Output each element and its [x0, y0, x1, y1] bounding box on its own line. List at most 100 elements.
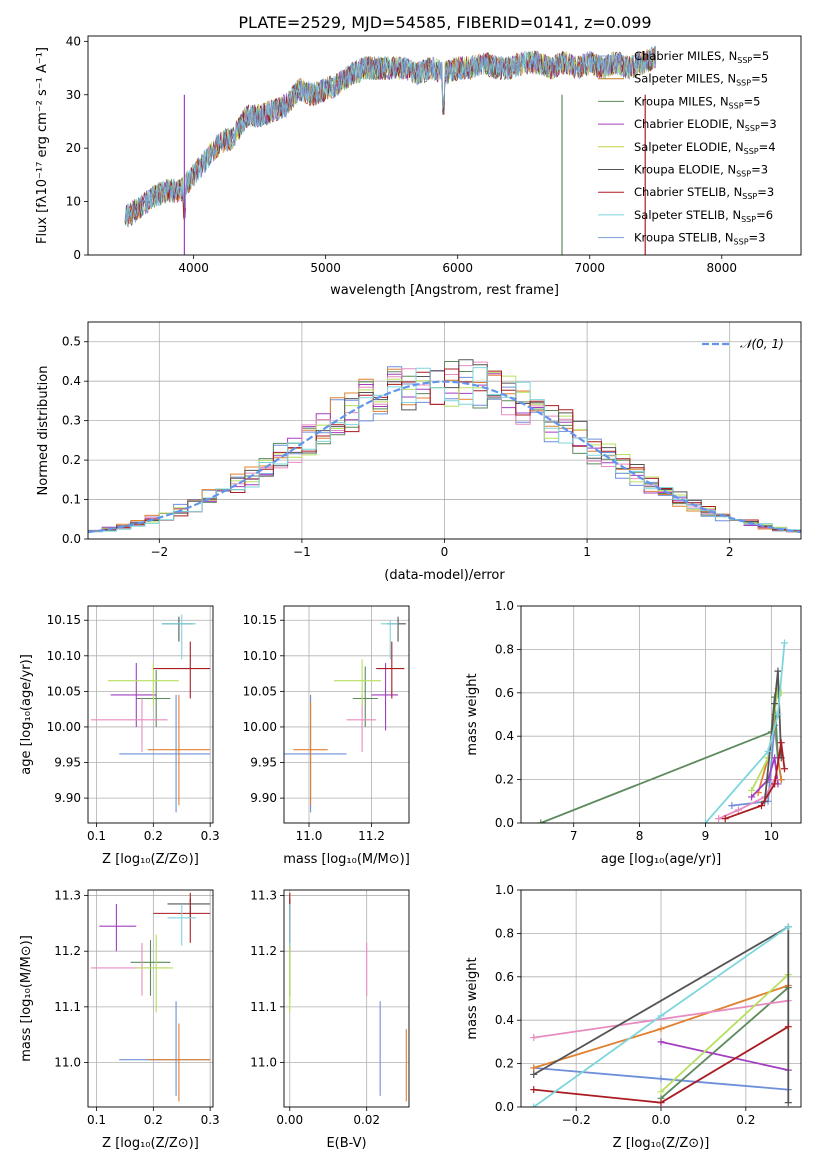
y-tick-label: 0.8: [495, 642, 514, 656]
y-tick-label: 11.1: [54, 1000, 81, 1014]
spectrum-line-4: [124, 50, 657, 224]
y-tick-label: 10.15: [47, 613, 81, 627]
y-tick-label: 11.0: [54, 1055, 81, 1069]
x-axis-label: wavelength [Angstrom, rest frame]: [330, 283, 559, 298]
plot-area: [289, 892, 407, 1102]
y-tick-label: 11.2: [54, 944, 81, 958]
weight-marker: [784, 1023, 792, 1031]
legend-entry-8: Salpeter STELIB, NSSP=6: [634, 208, 773, 224]
y-tick-label: 9.95: [250, 756, 277, 770]
y-tick-label: 0.0: [495, 816, 514, 830]
weight-line-9: [704, 642, 786, 823]
axes-frame: [87, 889, 214, 1108]
weight-line-8: [724, 742, 786, 820]
weight-marker: [734, 806, 742, 814]
plot-area: [124, 45, 657, 255]
axes-frame: [283, 605, 410, 824]
y-tick-label: 0.0: [62, 532, 81, 546]
y-tick-label: 40: [66, 34, 81, 48]
y-tick-label: 10.05: [243, 684, 277, 698]
x-tick-label: 1: [583, 545, 591, 559]
plot-area: [90, 614, 211, 813]
weight-marker: [530, 1064, 538, 1072]
x-tick-label: 2: [726, 545, 734, 559]
x-tick-label: 0.00: [276, 1113, 303, 1127]
plot-area: [284, 616, 406, 813]
weight-marker: [777, 776, 785, 784]
x-tick-label: 0.3: [201, 1113, 220, 1127]
weight-marker: [784, 1099, 792, 1107]
legend-entry-9: Kroupa STELIB, NSSP=3: [634, 231, 765, 247]
y-tick-label: 0.2: [495, 773, 514, 787]
weight-marker: [721, 815, 729, 823]
x-tick-label: −0.2: [562, 1113, 591, 1127]
weight-marker: [771, 780, 779, 788]
x-tick-label: 0.1: [87, 829, 106, 843]
mass-vs-metallicity-panel: 0.1 0.2 0.3 11.0 11.1 11.2 11.3 Z [log₁₀(Z/Z⊙)]…: [19, 889, 220, 1151]
x-tick-label: 11.2: [358, 829, 385, 843]
legend-entry-1: Chabrier MILES, NSSP=5: [634, 49, 769, 65]
weight-marker: [657, 1038, 665, 1046]
legend-entry-5: Salpeter ELODIE, NSSP=4: [634, 140, 776, 156]
x-axis-label: mass [log₁₀(M/M⊙)]: [283, 852, 410, 867]
weight-marker: [771, 754, 779, 762]
y-tick-label: 0.0: [495, 1100, 514, 1114]
x-tick-label: −1: [293, 545, 311, 559]
axes-frame: [87, 35, 802, 256]
y-tick-label: 20: [66, 141, 81, 155]
weight-marker: [701, 819, 709, 823]
y-tick-label: 0.8: [495, 926, 514, 940]
x-tick-label: 5000: [310, 261, 341, 275]
y-tick-label: 1.0: [495, 883, 514, 897]
x-tick-label: 7: [570, 829, 578, 843]
weight-marker: [757, 802, 765, 810]
y-tick-label: 9.90: [54, 791, 81, 805]
x-tick-label: 0.2: [736, 1113, 755, 1127]
weight-marker: [657, 1088, 665, 1096]
y-tick-label: 10.00: [47, 720, 81, 734]
y-tick-label: 1.0: [495, 599, 514, 613]
weight-marker: [530, 1070, 538, 1078]
x-tick-label: 10: [764, 829, 779, 843]
x-axis-label: Z [log₁₀(Z/Z⊙)]: [102, 852, 199, 867]
weight-marker: [777, 739, 785, 747]
y-tick-label: 10.00: [243, 720, 277, 734]
legend-entry-4: Chabrier ELODIE, NSSP=3: [634, 117, 777, 133]
axes-frame: [87, 321, 802, 540]
x-tick-label: 8: [636, 829, 644, 843]
mass-vs-reddening-panel: 0.00 0.02 11.0 11.1 11.2 11.3 E(B-V): [250, 889, 410, 1151]
y-tick-label: 11.3: [54, 889, 81, 903]
plot-area: [90, 892, 211, 1102]
normal-curve: [88, 380, 801, 534]
x-tick-label: 6000: [442, 261, 473, 275]
y-tick-label: 30: [66, 88, 81, 102]
x-tick-label: 4000: [178, 261, 209, 275]
weight-marker: [657, 1099, 665, 1107]
y-axis-label: mass weight: [465, 673, 480, 755]
x-tick-label: 0.1: [87, 1113, 106, 1127]
y-axis-label: mass [log₁₀(M/M⊙)]: [19, 935, 34, 1062]
legend-entry-6: Kroupa ELODIE, NSSP=3: [634, 163, 768, 179]
x-axis-label: E(B-V): [326, 1136, 366, 1151]
age-vs-metallicity-panel: 0.1 0.2 0.3 9.90 9.95 10.00 10.05 10.10 10.15 Z […: [19, 605, 220, 867]
mass-weight-vs-metallicity-panel: −0.2 0.0 0.2 0.0 0.2 0.4 0.6 0.8 1.0 Z [log₁₀(Z/Z…: [465, 883, 802, 1151]
y-tick-label: 11.0: [250, 1055, 277, 1069]
spectrum-line-9: [124, 46, 657, 223]
x-tick-label: 9: [702, 829, 710, 843]
x-tick-label: 0.3: [201, 829, 220, 843]
y-tick-label: 10.10: [47, 649, 81, 663]
y-axis-label: mass weight: [465, 957, 480, 1039]
y-tick-label: 11.1: [250, 1000, 277, 1014]
weight-line-4: [660, 1041, 789, 1071]
weight-marker: [657, 1075, 665, 1083]
weight-marker: [748, 786, 756, 794]
y-tick-label: 10.10: [243, 649, 277, 663]
legend-entry-2: Salpeter MILES, NSSP=5: [634, 72, 768, 88]
weight-marker: [781, 765, 789, 773]
axes-frame: [520, 605, 802, 824]
residuals-panel: −2 −1 0 1 2 0.0 0.1 0.2 0.3 0.4 0.5 (data-model)/er…: [36, 321, 802, 583]
y-tick-label: 0.2: [495, 1057, 514, 1071]
axes-frame: [87, 605, 214, 824]
x-axis-label: age [log₁₀(age/yr)]: [601, 852, 722, 867]
